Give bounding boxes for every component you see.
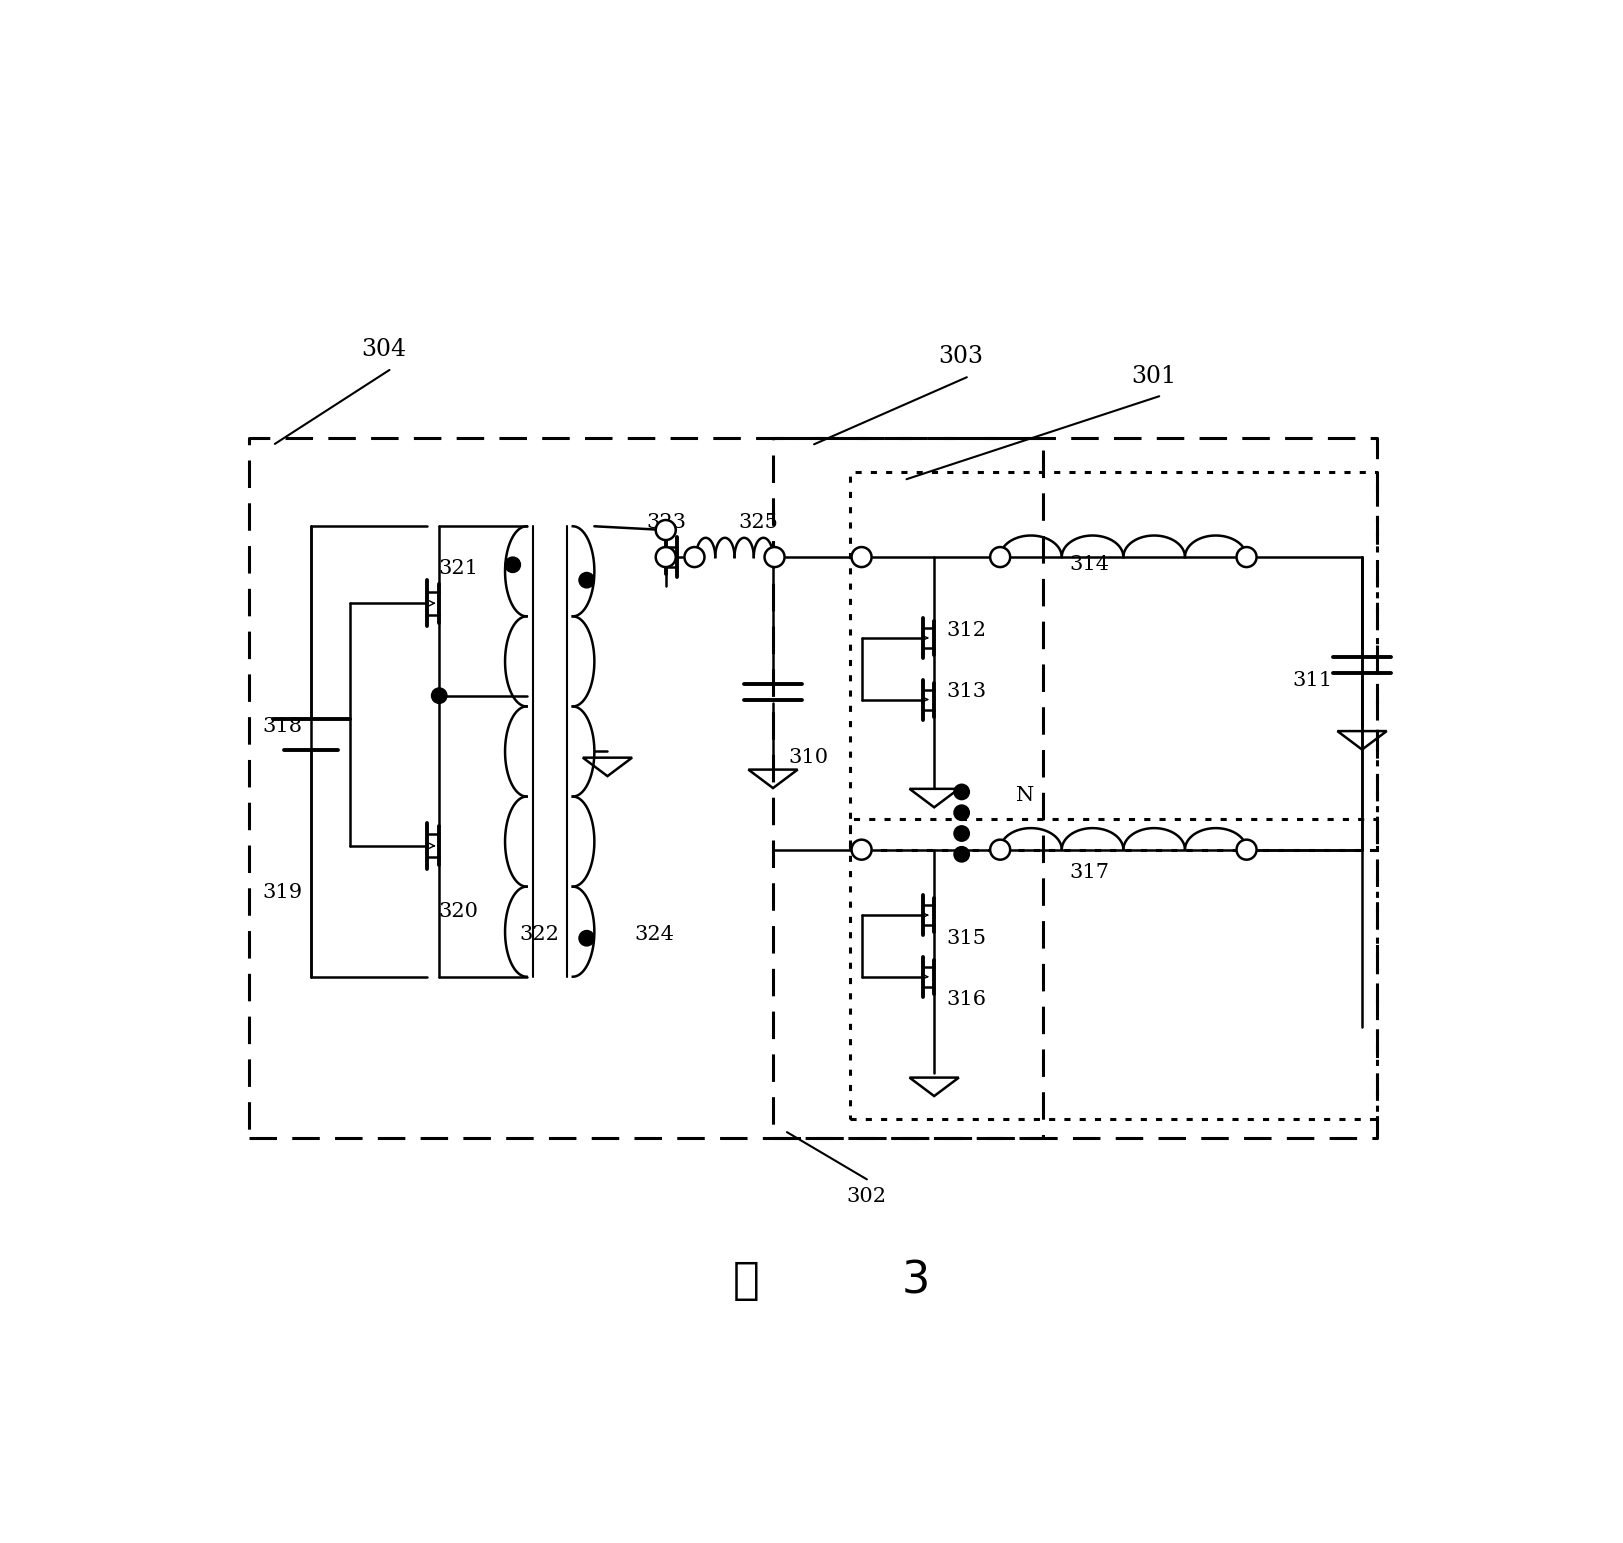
Text: 314: 314 [1070,555,1109,574]
Circle shape [953,805,969,821]
Circle shape [990,839,1010,859]
Text: 302: 302 [846,1187,886,1205]
Text: 316: 316 [946,991,985,1009]
Circle shape [953,826,969,841]
Text: 322: 322 [519,924,558,944]
Circle shape [656,548,675,568]
Circle shape [432,688,446,704]
Circle shape [850,548,872,568]
Text: 321: 321 [438,559,477,579]
Text: 3: 3 [901,1259,928,1302]
Text: 301: 301 [1130,364,1175,387]
Text: 323: 323 [646,512,685,532]
Text: 310: 310 [787,748,828,767]
Text: 320: 320 [438,901,477,921]
Circle shape [953,784,969,799]
Text: 318: 318 [263,717,302,736]
Circle shape [683,548,704,568]
Circle shape [579,930,594,946]
Text: 324: 324 [635,924,674,944]
Text: 317: 317 [1070,863,1109,883]
Circle shape [953,847,969,863]
Circle shape [990,548,1010,568]
Text: 312: 312 [946,620,985,640]
Text: 311: 311 [1292,671,1332,690]
Text: 图: 图 [732,1259,760,1302]
Text: N: N [1014,787,1034,805]
Text: 319: 319 [263,883,302,901]
Circle shape [1235,839,1256,859]
Text: 315: 315 [946,929,985,947]
Circle shape [764,548,784,568]
Text: 304: 304 [360,338,406,361]
Text: 313: 313 [946,682,985,702]
Circle shape [1235,548,1256,568]
Text: 325: 325 [738,512,777,532]
Circle shape [656,520,675,540]
Circle shape [850,839,872,859]
Circle shape [505,557,519,572]
Circle shape [579,572,594,588]
Text: 303: 303 [938,346,984,369]
